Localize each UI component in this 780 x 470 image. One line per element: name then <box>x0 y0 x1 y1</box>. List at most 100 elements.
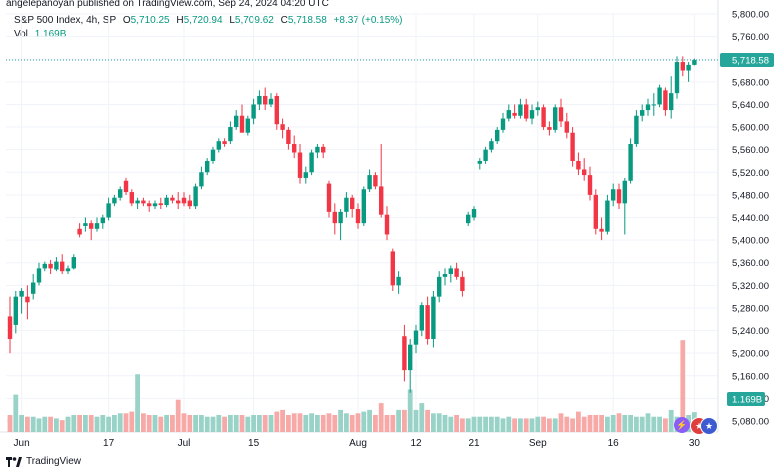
volume-bar <box>570 418 575 432</box>
candle-body <box>25 296 30 303</box>
candle-body <box>36 268 42 283</box>
volume-bar <box>222 416 227 432</box>
candle-body <box>135 200 140 204</box>
candle-body <box>315 146 320 153</box>
candle-body <box>170 197 175 201</box>
candle-body <box>483 149 488 161</box>
candle-body <box>19 290 24 297</box>
price-tick-label: 5,440.00 <box>732 213 769 224</box>
price-tick-label: 5,200.00 <box>732 349 769 360</box>
volume-bar <box>65 416 71 432</box>
volume-bar <box>106 416 111 432</box>
candles <box>7 56 697 393</box>
volume-bar <box>465 418 471 432</box>
candle-body <box>54 261 59 270</box>
volume-bar <box>477 416 483 432</box>
volume-bar <box>407 389 413 432</box>
symbol-label: S&P 500 Index, 4h, SP <box>14 15 117 26</box>
candle-body <box>77 228 82 235</box>
volume-tag <box>727 392 765 406</box>
volume-bar <box>344 413 349 432</box>
candle-body <box>141 200 146 204</box>
candle-body <box>408 344 413 371</box>
candle-body <box>350 197 355 210</box>
candle-body <box>321 146 326 153</box>
candle-body <box>663 90 668 111</box>
volume-bar <box>112 415 117 432</box>
tradingview-logo: TradingView <box>6 456 81 467</box>
volume-bar <box>622 415 628 432</box>
volume-bar <box>274 411 280 432</box>
candle-body <box>303 172 308 178</box>
volume-bar <box>36 418 42 432</box>
volume-bar <box>94 416 100 432</box>
candle-body <box>506 110 511 119</box>
high-value: 5,720.94 <box>183 15 223 26</box>
volume-bar <box>448 416 454 432</box>
volume-bar <box>7 415 13 432</box>
candle-body <box>89 223 94 229</box>
volume-bar <box>286 415 291 432</box>
ohlc-legend: S&P 500 Index, 4h, SP O5,710.25 H5,720.9… <box>14 15 403 26</box>
candle-body <box>384 214 390 235</box>
low-label: L <box>229 15 235 26</box>
volume-bar <box>326 413 332 432</box>
lightning-icon[interactable]: ⚡ <box>674 417 690 433</box>
candle-body <box>413 330 419 345</box>
candle-body <box>611 189 616 201</box>
volume-bar <box>152 415 158 432</box>
candle-body <box>495 129 500 142</box>
price-tick-label: 5,600.00 <box>732 123 769 134</box>
price-tick-label: 5,080.00 <box>732 417 769 428</box>
volume-bar <box>529 418 535 432</box>
last-price-tag <box>720 53 774 68</box>
us-flag-icon[interactable]: ★ <box>700 417 718 435</box>
volume-bar <box>541 416 546 432</box>
candle-body <box>251 104 256 119</box>
volume-bar <box>129 411 135 432</box>
price-axis[interactable]: 5,800.005,760.005,720.005,680.005,640.00… <box>732 10 769 428</box>
volume-bar <box>373 415 378 432</box>
candle-body <box>239 115 245 133</box>
time-axis[interactable]: Jun 17 Jul 15 Aug 12 21 Sep 16 30 <box>14 438 701 449</box>
volume-bar <box>605 416 610 432</box>
volume-bar <box>13 394 19 432</box>
volume-bar <box>320 415 326 432</box>
candle-body <box>48 263 53 269</box>
candle-body <box>535 107 540 111</box>
candle-body <box>344 197 349 212</box>
volume-bar <box>141 413 146 432</box>
candle-body <box>65 268 71 272</box>
candle-body <box>181 197 187 204</box>
candle-body <box>379 186 384 215</box>
candle-body <box>106 203 111 218</box>
volume-bar <box>634 416 639 432</box>
candle-body <box>541 107 546 128</box>
volume-bar <box>88 415 94 432</box>
volume-bar <box>291 413 297 432</box>
candle-body <box>210 149 216 161</box>
volume-bar <box>42 416 48 432</box>
volume-bar <box>297 413 303 432</box>
candle-body <box>576 160 581 170</box>
candle-body <box>286 129 291 145</box>
volume-bar <box>442 415 448 432</box>
candle-body <box>152 203 158 207</box>
volume-bar <box>193 415 198 432</box>
candle-body <box>686 64 691 71</box>
volume-bar <box>100 415 106 432</box>
volume-bar <box>616 413 622 432</box>
volume-bar <box>402 409 407 432</box>
volume-bar <box>599 415 604 432</box>
volume-bar <box>170 415 175 432</box>
candle-body <box>564 121 569 133</box>
volume-bar <box>390 415 396 432</box>
candle-body <box>616 189 622 204</box>
candle-body <box>431 296 436 340</box>
volume-bar <box>564 416 570 432</box>
candle-body <box>129 192 134 204</box>
candle-body <box>234 115 239 128</box>
candle-body <box>367 175 372 190</box>
change-value: +8.37 (+0.15%) <box>333 15 403 26</box>
